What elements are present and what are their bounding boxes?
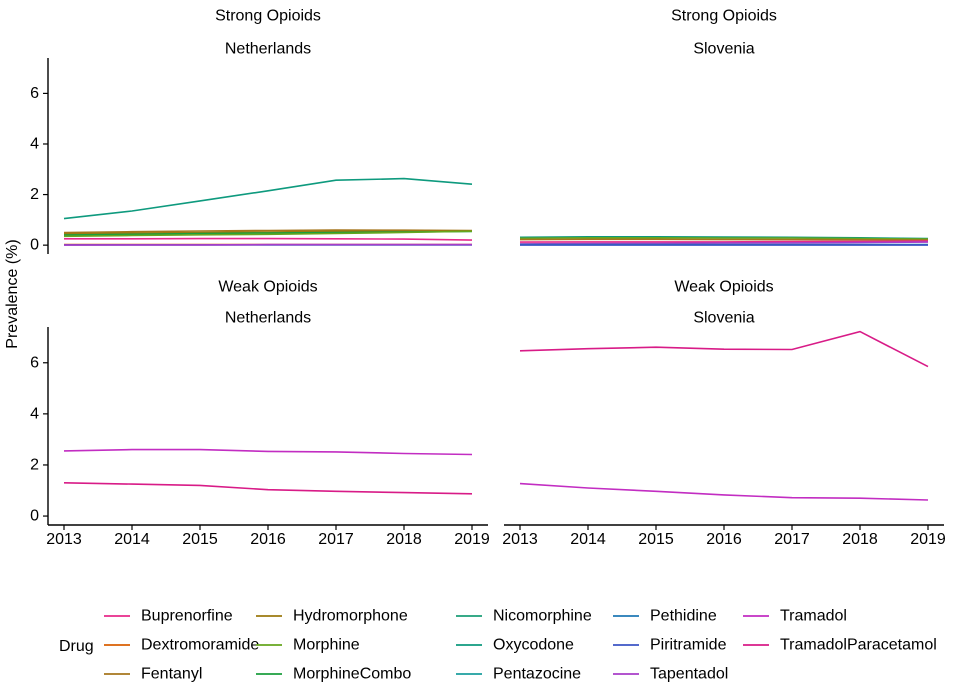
legend-item-tramadol: Tramadol xyxy=(743,608,847,625)
y-tick-label: 6 xyxy=(30,85,39,102)
x-tick-label: 2018 xyxy=(842,531,878,548)
legend-label: Tapentadol xyxy=(650,666,728,683)
legend-item-pethidine: Pethidine xyxy=(613,608,717,625)
series-line-tapentadol xyxy=(63,243,472,246)
x-tick-label: 2017 xyxy=(318,531,354,548)
x-tick-label: 2013 xyxy=(46,531,82,548)
legend-label: Pentazocine xyxy=(493,666,581,683)
x-tick-label: 2014 xyxy=(114,531,150,548)
legend-label: Morphine xyxy=(293,637,360,654)
legend-label: Fentanyl xyxy=(141,666,202,683)
legend-item-oxycodone: Oxycodone xyxy=(456,637,574,654)
legend-label: Buprenorfine xyxy=(141,608,233,625)
legend-label: Pethidine xyxy=(650,608,717,625)
legend-item-piritramide: Piritramide xyxy=(613,637,727,654)
panel-group-label: Strong Opioids xyxy=(215,7,321,24)
panel-weak-opioids-netherlands: Weak Opioids Netherlands 0 2 4 6 2013 2014 2015 2… xyxy=(30,278,490,548)
panel-strong-opioids-netherlands: Strong Opioids Netherlands 0 2 4 6 xyxy=(30,7,473,254)
legend-item-fentanyl: Fentanyl xyxy=(104,666,202,683)
series-line-fentanyl xyxy=(519,238,929,241)
panel-strong-opioids-slovenia: Strong Opioids Slovenia xyxy=(519,7,929,246)
series-line-buprenorfine xyxy=(64,237,473,241)
series-line-buprenorfine xyxy=(519,240,929,243)
panel-weak-opioids-slovenia: Weak Opioids Slovenia 2013 2014 2015 2016 2017… xyxy=(502,278,946,548)
x-tick-label: 2016 xyxy=(706,531,742,548)
panel-country-label: Slovenia xyxy=(693,40,754,57)
series-line-morphine xyxy=(63,230,473,238)
legend-item-tapentadol: Tapentadol xyxy=(613,666,728,683)
x-tick-label: 2019 xyxy=(910,531,946,548)
x-tick-label: 2018 xyxy=(386,531,422,548)
y-tick-label: 0 xyxy=(30,508,39,525)
series-line-tramadol xyxy=(519,482,929,501)
legend-item-pentazocine: Pentazocine xyxy=(456,666,581,683)
series-line-tramadolparacetamol xyxy=(63,482,473,495)
legend-item-nicomorphine: Nicomorphine xyxy=(456,608,592,625)
y-tick-label: 4 xyxy=(30,405,39,422)
series-line-oxycodone xyxy=(63,177,473,220)
panel-country-label: Netherlands xyxy=(225,309,311,326)
legend-label: MorphineCombo xyxy=(293,666,411,683)
panel-group-label: Weak Opioids xyxy=(218,278,317,295)
legend-label: Tramadol xyxy=(780,608,847,625)
legend-title: Drug xyxy=(59,638,94,655)
x-tick-label: 2016 xyxy=(250,531,286,548)
series-line-morphine xyxy=(519,237,929,240)
panel-country-label: Slovenia xyxy=(693,309,754,326)
series-line-tramadolparacetamol xyxy=(519,330,929,368)
x-tick-label: 2013 xyxy=(502,531,538,548)
legend-item-morphine: Morphine xyxy=(256,637,360,654)
x-tick-label: 2014 xyxy=(570,531,606,548)
legend: Drug Buprenorfine Dextromoramide Fentanyl H… xyxy=(59,608,937,683)
legend-label: TramadolParacetamol xyxy=(780,637,937,654)
panel-group-label: Weak Opioids xyxy=(674,278,773,295)
y-tick-label: 0 xyxy=(30,237,39,254)
y-tick-label: 4 xyxy=(30,135,39,152)
legend-label: Hydromorphone xyxy=(293,608,408,625)
legend-label: Piritramide xyxy=(650,637,727,654)
legend-item-tramadolparacetamol: TramadolParacetamol xyxy=(743,637,937,654)
x-tick-label: 2015 xyxy=(638,531,674,548)
legend-item-hydromorphone: Hydromorphone xyxy=(256,608,408,625)
y-tick-label: 6 xyxy=(30,354,39,371)
y-tick-label: 2 xyxy=(30,186,39,203)
series-line-tramadol xyxy=(63,448,473,456)
panel-group-label: Strong Opioids xyxy=(671,7,777,24)
x-tick-label: 2015 xyxy=(182,531,218,548)
x-tick-label: 2019 xyxy=(454,531,490,548)
legend-label: Nicomorphine xyxy=(493,608,592,625)
series-line-tapentadol xyxy=(519,241,929,245)
legend-label: Dextromoramide xyxy=(141,637,259,654)
y-tick-label: 2 xyxy=(30,456,39,473)
panel-country-label: Netherlands xyxy=(225,40,311,57)
legend-item-morphinecombo: MorphineCombo xyxy=(256,666,411,683)
legend-item-dextromoramide: Dextromoramide xyxy=(104,637,259,654)
y-axis-title: Prevalence (%) xyxy=(4,239,21,348)
legend-item-buprenorfine: Buprenorfine xyxy=(104,608,233,625)
legend-label: Oxycodone xyxy=(493,637,574,654)
x-tick-label: 2017 xyxy=(774,531,810,548)
series-line-fentanyl xyxy=(63,229,473,234)
